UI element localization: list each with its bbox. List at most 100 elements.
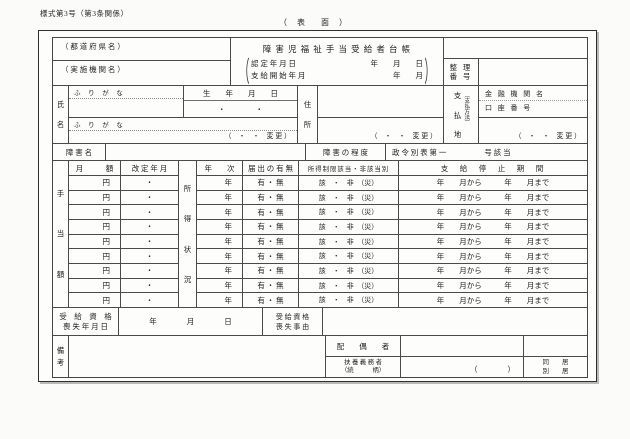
- notes-field: [69, 336, 326, 377]
- form-number: 様式第3号（第3条関係）: [40, 9, 129, 18]
- revision-date-cell: ・: [145, 295, 154, 305]
- suspension-cell: 年 月から 年 月まで: [399, 176, 587, 191]
- report-header: 届 出 の 有 無: [243, 161, 298, 176]
- payment-start-line: 支 給 開 始 年 月 年 月: [251, 70, 423, 82]
- front-side-label: （ 表 面 ）: [279, 18, 351, 27]
- notes-label: 備 考: [53, 336, 69, 377]
- title-block: 障 害 児 福 祉 手 当 受 給 者 台 帳 （ 認 定 年 月 日 年 月 …: [231, 38, 444, 87]
- revision-date-column: 改 定 年 月 ・・・・・・・・・: [121, 161, 179, 307]
- income-limit-cells: 該 ・ 非 （災）該 ・ 非 （災）該 ・ 非 （災）該 ・ 非 （災）該 ・ …: [299, 176, 398, 307]
- year-cell: 年: [197, 279, 242, 294]
- disability-name-label: 障 害 名: [53, 144, 106, 160]
- monthly-amount-header: 月 額: [69, 161, 120, 176]
- loss-date-field: 年 月 日: [119, 308, 263, 335]
- address-change-cell: （ ・ ・ 変 更 ）: [318, 118, 443, 143]
- suspension-cell: 年 月から 年 月まで: [399, 249, 587, 265]
- family-block: 配 偶 者 扶 養 義 務 者 （続 柄） （ ） 同 居: [326, 336, 587, 377]
- address-change-note: （ ・ ・ 変 更 ）: [370, 132, 438, 140]
- disability-section: 障 害 名 障 害 の 程 度 政 令 別 表 第 一 号 該 当: [53, 144, 587, 161]
- monthly-amount-cell: 円: [69, 176, 120, 191]
- income-limit-cell: 該 ・ 非 （災）: [299, 205, 398, 221]
- certification-date-block: （ 認 定 年 月 日 年 月 日 支 給 開 始 年 月 年 月 ）: [240, 56, 435, 87]
- left-paren: （: [239, 56, 250, 88]
- revision-date-cell: ・: [121, 176, 178, 191]
- reference-number-field: [479, 59, 587, 85]
- suspension-cell: 年 月から 年 月まで: [399, 264, 587, 279]
- income-limit-column: 所得制限該当・非該当別 該 ・ 非 （災）該 ・ 非 （災）該 ・ 非 （災）該…: [299, 161, 399, 307]
- cohabitation-cell: 同 居 別 居: [542, 359, 569, 375]
- report-cell: 有 ・ 無: [243, 249, 298, 265]
- year-cell: 年: [224, 295, 233, 305]
- disability-degree-label: 障 害 の 程 度: [306, 144, 386, 160]
- suspension-cell: 年 月から 年 月まで: [399, 191, 587, 206]
- suspension-header: 支 給 停 止 期 間: [399, 161, 587, 176]
- suspension-cell: 年 月から 年 月まで: [399, 235, 587, 250]
- report-cell: 有 ・ 無: [243, 235, 298, 250]
- given-name-row: ふ り が な （ ・ ・ 変 更 ）: [69, 118, 297, 143]
- spouse-extra-cell: [524, 336, 587, 356]
- agency-name-label: （ 実 施 機 関 名 ）: [61, 65, 125, 74]
- income-limit-cell: 該 ・ 非 （災）: [299, 191, 398, 206]
- disability-name-field: [106, 144, 306, 160]
- year-cells: 年年年年年年年年年: [197, 176, 242, 307]
- revision-date-cell: ・: [121, 205, 178, 221]
- right-paren: ）: [424, 56, 435, 88]
- eligibility-loss-section: 受 給 資 格 喪 失 年 月 日 年 月 日 受 給 資 格 喪 失 事 由: [53, 308, 587, 336]
- agency-name-cell: （ 実 施 機 関 名 ）: [53, 61, 230, 85]
- spouse-row: 配 偶 者: [326, 336, 587, 357]
- reference-number-block: 整 理 番 号: [444, 38, 587, 85]
- furigana-label: ふ り が な: [69, 86, 183, 99]
- prefecture-name-label: （ 都 道 府 県 名 ）: [61, 42, 125, 51]
- loss-reason-label: 受 給 資 格 喪 失 事 由: [263, 308, 323, 335]
- ledger-table: （ 都 道 府 県 名 ） （ 実 施 機 関 名 ） 障 害 児 福 祉 手 …: [52, 37, 588, 378]
- report-column: 届 出 の 有 無 有 ・ 無有 ・ 無有 ・ 無有 ・ 無有 ・ 無有 ・ 無…: [243, 161, 299, 307]
- monthly-amount-cell: 円: [69, 191, 120, 206]
- spouse-field: [401, 336, 524, 356]
- year-cell: 年: [197, 235, 242, 250]
- dependent-field: （ ）: [401, 357, 524, 377]
- monthly-amount-cell: 円: [102, 295, 111, 305]
- loss-reason-field: [323, 308, 587, 335]
- dependent-row: 扶 養 義 務 者 （続 柄） （ ） 同 居 別 居: [326, 357, 587, 377]
- income-status-vlabel: 所 得 状 況: [179, 161, 197, 307]
- monthly-amount-cell: 円: [69, 235, 120, 250]
- monthly-amount-cell: 円: [69, 279, 120, 294]
- bank-block: 金 融 機 関 名 口 座 番 号 （ ・ ・ 変 更 ）: [479, 86, 587, 143]
- relationship-paren: （ ）: [470, 365, 515, 374]
- furigana-label: ふ り が な: [69, 118, 297, 131]
- header-blank-cell: [444, 38, 587, 59]
- income-limit-header: 所得制限該当・非該当別: [299, 161, 398, 176]
- revision-date-header: 改 定 年 月: [121, 161, 178, 176]
- report-cells: 有 ・ 無有 ・ 無有 ・ 無有 ・ 無有 ・ 無有 ・ 無有 ・ 無有 ・ 無…: [243, 176, 298, 307]
- income-limit-cell: 該 ・ 非 （災）: [299, 279, 398, 294]
- report-cell: 有 ・ 無: [243, 264, 298, 279]
- monthly-amount-cells: 円円円円円円円円円: [69, 176, 120, 307]
- report-cell: 有 ・ 無: [257, 295, 284, 305]
- bank-name-label: 金 融 機 関 名: [479, 88, 587, 101]
- income-limit-cell: 該 ・ 非 （災）: [299, 220, 398, 235]
- payment-place-label: 支 払 地 （支払方法）: [444, 86, 479, 143]
- schedule-label: 政 令 別 表 第 一: [392, 147, 447, 157]
- form-outer-border: （ 都 道 府 県 名 ） （ 実 施 機 関 名 ） 障 害 児 福 祉 手 …: [38, 30, 597, 382]
- name-label: 氏 名: [53, 86, 69, 143]
- loss-date-label: 受 給 資 格 喪 失 年 月 日: [53, 308, 119, 335]
- payment-start-label: 支 給 開 始 年 月: [251, 71, 306, 80]
- income-limit-cell: 該 ・ 非 （災）: [299, 264, 398, 279]
- suspension-cell: 年 月から 年 月まで: [399, 279, 587, 294]
- suspension-cell: 年 月から 年 月まで: [399, 205, 587, 221]
- report-cell: 有 ・ 無: [243, 279, 298, 294]
- issuer-block: （ 都 道 府 県 名 ） （ 実 施 機 関 名 ）: [53, 38, 231, 85]
- revision-date-cell: ・: [121, 279, 178, 294]
- birthdate-field: ・ ・: [218, 104, 263, 114]
- income-limit-cell: 該 ・ 非 （災）: [318, 296, 379, 305]
- notes-section: 備 考 配 偶 者 扶 養 義 務 者 （続 柄）: [53, 336, 587, 377]
- income-limit-cell: 該 ・ 非 （災）: [299, 235, 398, 250]
- revision-date-cell: ・: [121, 220, 178, 235]
- year-cell: 年: [197, 191, 242, 206]
- family-name-field: [69, 99, 183, 117]
- dependent-label: 扶 養 義 務 者 （続 柄）: [326, 357, 401, 377]
- prefecture-name-cell: （ 都 道 府 県 名 ）: [53, 38, 230, 61]
- family-name-cell: ふ り が な: [69, 86, 184, 117]
- spouse-label: 配 偶 者: [326, 336, 401, 356]
- certification-date-label: 認 定 年 月 日: [251, 59, 296, 68]
